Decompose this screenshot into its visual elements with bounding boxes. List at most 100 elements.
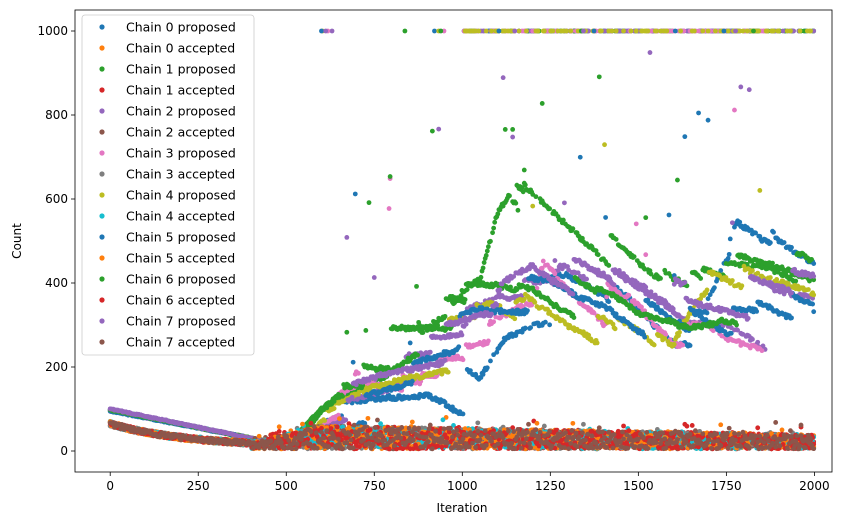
data-point: [609, 28, 615, 34]
data-point: [491, 319, 497, 325]
data-point: [664, 28, 670, 34]
data-point: [696, 28, 701, 34]
data-point: [603, 215, 608, 220]
data-point: [606, 299, 612, 305]
data-point: [371, 275, 377, 280]
data-point: [442, 399, 448, 405]
data-point: [329, 28, 335, 34]
data-point: [774, 277, 780, 282]
data-point: [522, 182, 528, 188]
data-point: [356, 370, 361, 376]
data-point: [602, 142, 607, 148]
data-point: [809, 257, 814, 262]
data-point: [522, 325, 528, 331]
data-point: [489, 311, 494, 317]
data-point: [478, 274, 484, 280]
data-point: [672, 28, 678, 34]
data-point: [577, 154, 583, 160]
data-point: [771, 229, 776, 235]
data-point: [750, 268, 755, 274]
data-point: [613, 28, 619, 34]
data-point: [496, 28, 502, 34]
data-point: [515, 207, 521, 213]
data-point: [757, 188, 763, 193]
data-point: [528, 325, 534, 330]
data-point: [606, 263, 612, 268]
data-point: [415, 352, 420, 358]
data-point: [438, 28, 444, 34]
data-point: [547, 206, 553, 212]
data-point: [464, 287, 470, 292]
data-point: [322, 418, 328, 423]
data-point: [727, 236, 733, 242]
data-point: [523, 28, 529, 34]
data-point: [533, 194, 539, 200]
data-point: [740, 28, 746, 34]
data-point: [484, 248, 490, 254]
data-point: [721, 28, 727, 34]
data-point: [750, 336, 755, 342]
data-point: [729, 278, 735, 283]
data-point: [808, 28, 813, 34]
data-point: [571, 315, 577, 320]
data-point: [343, 417, 349, 423]
data-point: [516, 28, 522, 34]
data-point: [789, 245, 794, 250]
data-point: [459, 332, 465, 338]
data-point: [684, 283, 690, 289]
data-point: [725, 256, 731, 261]
data-point: [647, 50, 653, 55]
data-point: [754, 308, 760, 314]
data-point: [445, 369, 451, 375]
data-point: [705, 296, 711, 302]
data-point: [755, 339, 761, 345]
data-point: [811, 309, 817, 315]
data-point: [712, 285, 717, 291]
data-point: [666, 212, 672, 218]
data-point: [739, 283, 745, 289]
data-point: [781, 240, 787, 245]
data-point: [541, 28, 547, 34]
data-point: [432, 28, 437, 34]
data-point: [543, 319, 548, 325]
data-point: [704, 287, 710, 293]
data-point: [675, 177, 680, 183]
data-point: [633, 221, 639, 227]
data-point: [570, 226, 576, 232]
data-point: [705, 117, 711, 123]
data-point: [725, 28, 731, 34]
data-point: [350, 359, 356, 365]
data-point: [591, 28, 597, 34]
data-point: [612, 326, 618, 332]
data-point: [651, 342, 657, 348]
data-point: [771, 28, 776, 34]
data-point: [513, 200, 519, 206]
data-point: [789, 315, 794, 321]
data-point: [552, 258, 558, 263]
data-point: [331, 398, 337, 404]
data-point: [476, 28, 482, 34]
data-point: [626, 292, 632, 298]
data-point: [767, 275, 773, 280]
data-point: [751, 28, 756, 34]
data-point: [764, 28, 770, 34]
data-point: [552, 271, 558, 277]
data-point: [705, 28, 711, 34]
data-point: [429, 128, 435, 134]
data-point: [811, 261, 817, 266]
data-point: [491, 225, 497, 231]
data-point: [698, 276, 704, 281]
data-point: [595, 252, 601, 258]
data-point: [596, 74, 602, 80]
data-point: [598, 28, 604, 34]
data-point: [331, 406, 337, 411]
data-point: [677, 329, 682, 335]
data-point: [323, 28, 329, 34]
data-point: [643, 215, 649, 221]
data-point: [744, 28, 750, 34]
data-point: [560, 217, 566, 223]
data-point: [489, 28, 494, 34]
data-point: [550, 28, 556, 34]
data-point: [756, 28, 762, 34]
